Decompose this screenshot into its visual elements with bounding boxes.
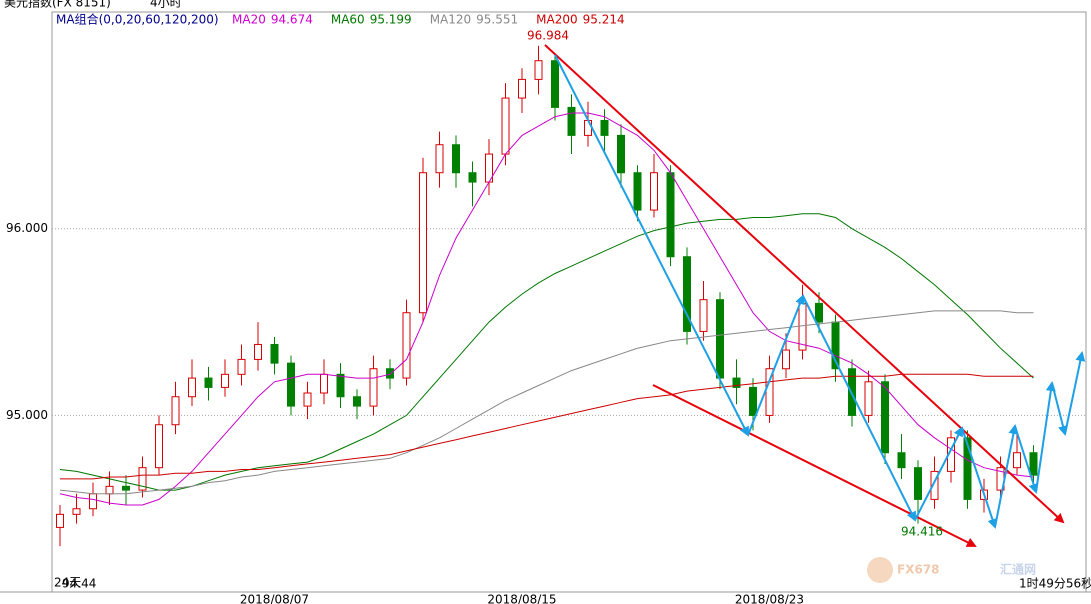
candle-body	[798, 302, 807, 351]
candle-body	[287, 362, 295, 407]
candle-body	[188, 377, 196, 398]
candle-body	[353, 396, 361, 407]
candle-body	[303, 392, 312, 407]
ma-group: MA组合(0,0,20,60,120,200)	[56, 12, 219, 27]
legend: MA20 94.674 MA60 95.199 MA120 95.551 MA200 95.2…	[232, 13, 625, 27]
corner-value: 94.44	[62, 577, 96, 591]
wave-arrow	[554, 54, 749, 437]
candle-body	[963, 437, 972, 500]
candle-body	[320, 373, 328, 394]
corner-days: 24天	[54, 576, 81, 590]
legend-name: MA20	[232, 13, 266, 27]
wave-arrow	[1035, 381, 1056, 493]
candle-body	[518, 78, 526, 99]
candle-body	[815, 302, 823, 323]
candle-body	[204, 377, 213, 388]
ma-line	[59, 213, 1034, 491]
y-tick-label: 95.000	[6, 408, 48, 422]
legend-value: 94.674	[271, 13, 313, 27]
candle-body	[155, 424, 163, 469]
candle-body	[122, 485, 130, 491]
candle-body	[600, 119, 609, 136]
candle-body	[435, 144, 444, 174]
candle-body	[336, 373, 345, 398]
wave-arrow	[747, 294, 805, 436]
candle-body	[666, 172, 675, 258]
watermark: 汇通网	[1000, 562, 1036, 577]
wave-arrow	[961, 427, 998, 529]
candle-body	[782, 349, 790, 370]
candle-body	[914, 467, 922, 500]
legend-value: 95.551	[476, 13, 518, 27]
candle-body	[567, 106, 576, 136]
legend-name: MA120	[430, 13, 471, 27]
candle-body	[930, 470, 939, 500]
wave-arrow	[1051, 382, 1068, 436]
candle-body	[237, 358, 246, 375]
watermark-logo	[867, 557, 893, 583]
period: 4小时	[150, 0, 182, 10]
watermark: FX678	[897, 563, 940, 577]
trend-line	[652, 384, 977, 547]
candle-body	[534, 60, 543, 80]
legend-value: 95.199	[370, 13, 412, 27]
wave-arrow	[802, 295, 916, 522]
wave-arrow	[914, 426, 963, 521]
candle-body	[716, 299, 724, 379]
candle-body	[369, 368, 378, 407]
ma-line	[60, 373, 1034, 480]
candle-body	[105, 485, 114, 495]
low-label: 94.416	[901, 525, 943, 539]
drawings	[544, 44, 1086, 547]
plot-frame	[51, 11, 1087, 593]
candle-body	[881, 381, 889, 454]
candle-body	[72, 508, 81, 515]
candle-body	[171, 396, 180, 426]
candle-body	[617, 134, 625, 174]
wave-arrow	[1064, 351, 1086, 435]
candle-body	[650, 172, 658, 211]
wave-arrow	[1014, 425, 1039, 494]
trend-line	[544, 44, 1065, 524]
candle-body	[864, 381, 873, 416]
legend-name: MA200	[536, 13, 577, 27]
candle-body	[254, 343, 262, 360]
candle-body	[386, 368, 394, 379]
candle-body	[89, 493, 97, 510]
candle-body	[551, 60, 559, 108]
wave-arrow	[994, 424, 1019, 528]
legend-name: MA60	[331, 13, 365, 27]
y-tick-label: 96.000	[6, 221, 48, 235]
x-tick-label: 2018/08/07	[240, 593, 309, 604]
instrument: 美元指数(FX 8151)	[4, 0, 111, 10]
candle-body	[468, 172, 477, 183]
countdown: 1时49分56秒	[1019, 577, 1091, 591]
candle-body	[633, 172, 642, 211]
candle-body	[699, 299, 708, 332]
candle-body	[419, 172, 427, 314]
candle-body	[452, 144, 460, 174]
candle-body	[221, 373, 229, 388]
candle-body	[501, 97, 510, 155]
candle-body	[56, 513, 64, 528]
high-label: 96.984	[527, 29, 569, 43]
candle-body	[732, 377, 741, 388]
candle-body	[749, 386, 757, 416]
x-tick-label: 2018/08/15	[487, 593, 556, 604]
candle-body	[402, 312, 411, 379]
candle-body	[1013, 452, 1021, 469]
candle-body	[270, 343, 279, 364]
candle-body	[138, 467, 147, 491]
candle-body	[1029, 452, 1038, 476]
ma-line	[59, 310, 1034, 495]
candle-body	[897, 452, 906, 469]
candle-body	[683, 256, 691, 332]
legend-value: 95.214	[583, 13, 625, 27]
x-tick-label: 2018/08/23	[735, 593, 804, 604]
